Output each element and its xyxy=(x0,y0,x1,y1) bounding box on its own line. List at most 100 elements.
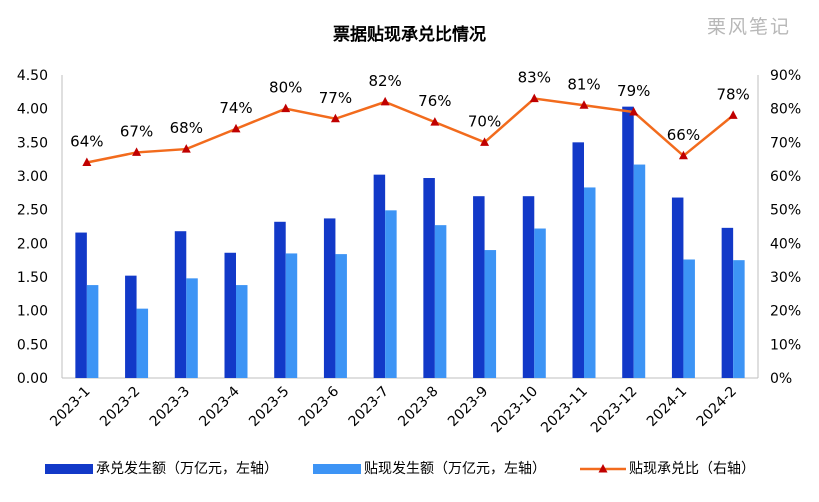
legend-label-issued: 承兑发生额（万亿元，左轴） xyxy=(96,461,278,477)
ratio-marker xyxy=(579,100,589,109)
y-left-tick-label: 0.50 xyxy=(17,337,48,353)
bar-discount xyxy=(136,308,149,378)
ratio-marker xyxy=(181,144,191,153)
y-left-tick-label: 4.50 xyxy=(17,68,48,84)
ratio-line xyxy=(86,97,734,164)
bar-discount xyxy=(683,259,695,378)
bar-issued xyxy=(75,232,87,378)
ratio-marker xyxy=(132,147,142,156)
x-tick-label: 2023-1 xyxy=(47,384,93,430)
ratio-marker xyxy=(380,96,390,106)
bar-discount xyxy=(484,250,497,378)
y-right-tick-label: 60% xyxy=(770,169,801,185)
bar-issued xyxy=(622,106,634,378)
bar-issued xyxy=(423,178,435,378)
bar-issued xyxy=(373,174,386,378)
ratio-marker xyxy=(231,123,241,133)
y-right-tick-label: 50% xyxy=(770,203,801,219)
ratio-data-label: 68% xyxy=(170,119,203,137)
ratio-marker xyxy=(529,93,539,103)
ratio-marker xyxy=(330,113,340,123)
bar-issued xyxy=(125,275,137,378)
x-tick-label: 2023-3 xyxy=(147,384,193,430)
watermark-logo: 栗风笔记 xyxy=(706,16,791,38)
x-tick-label: 2023-7 xyxy=(346,384,392,430)
ratio-data-label: 79% xyxy=(617,82,650,100)
bar-discount xyxy=(385,210,397,378)
y-right-tick-label: 30% xyxy=(770,270,801,286)
bar-discount xyxy=(285,253,298,378)
legend-swatch-ratio-marker xyxy=(598,464,608,473)
y-right-tick-label: 10% xyxy=(770,337,801,353)
ratio-data-label: 78% xyxy=(716,85,749,103)
y-left-tick-label: 2.50 xyxy=(17,203,48,219)
ratio-data-label: 74% xyxy=(219,99,252,117)
y-right-tick-label: 40% xyxy=(770,236,801,252)
x-tick-label: 2023-11 xyxy=(538,384,591,437)
y-right-tick-label: 70% xyxy=(770,135,801,151)
ratio-data-label: 76% xyxy=(418,92,451,110)
x-tick-label: 2024-1 xyxy=(644,384,690,430)
bar-discount xyxy=(633,164,646,378)
bar-issued xyxy=(274,221,286,378)
y-left-tick-label: 4.00 xyxy=(17,102,48,118)
ratio-data-label: 81% xyxy=(567,75,600,93)
ratio-marker xyxy=(678,150,688,160)
x-tick-label: 2023-2 xyxy=(97,384,143,430)
bar-issued xyxy=(473,196,485,378)
ratio-data-label: 67% xyxy=(120,122,153,140)
y-left-tick-label: 1.50 xyxy=(17,270,48,286)
ratio-data-label: 64% xyxy=(70,133,103,151)
bar-discount xyxy=(335,254,347,378)
ratio-data-label: 83% xyxy=(518,69,551,87)
bar-discount xyxy=(534,228,546,378)
ratio-data-label: 66% xyxy=(667,126,700,144)
x-tick-label: 2023-5 xyxy=(246,384,292,430)
ratio-marker xyxy=(82,157,92,167)
bar-issued xyxy=(671,197,684,378)
ratio-data-label: 80% xyxy=(269,79,302,97)
legend-label-ratio: 贴现承兑比（右轴） xyxy=(629,461,755,477)
legend-swatch-discount xyxy=(313,464,361,474)
bar-issued xyxy=(721,227,734,378)
chart-title: 票据贴现承兑比情况 xyxy=(333,25,486,45)
y-right-tick-label: 90% xyxy=(770,68,801,84)
bar-issued xyxy=(572,142,584,378)
bar-discount xyxy=(86,285,99,378)
y-left-tick-label: 2.00 xyxy=(17,236,48,252)
legend-label-discount: 贴现发生额（万亿元，左轴） xyxy=(364,461,546,477)
ratio-marker xyxy=(728,110,738,119)
bar-discount xyxy=(584,187,596,378)
bar-discount xyxy=(186,278,198,378)
legend-swatch-issued xyxy=(45,464,93,474)
ratio-marker xyxy=(629,107,639,116)
bar-discount xyxy=(434,225,447,378)
y-left-tick-label: 1.00 xyxy=(17,304,48,320)
ratio-data-label: 70% xyxy=(468,112,501,130)
x-tick-label: 2023-4 xyxy=(196,383,242,429)
y-right-tick-label: 80% xyxy=(770,102,801,118)
ratio-data-label: 82% xyxy=(368,72,401,90)
x-tick-label: 2023-6 xyxy=(296,383,342,429)
y-left-tick-label: 0.00 xyxy=(17,371,48,387)
bar-discount xyxy=(733,260,745,378)
y-right-tick-label: 20% xyxy=(770,304,801,320)
bar-issued xyxy=(522,196,535,378)
ratio-marker xyxy=(480,137,490,146)
x-tick-label: 2024-2 xyxy=(694,384,740,430)
bar-discount xyxy=(236,285,248,378)
ratio-marker xyxy=(430,117,440,126)
ratio-data-label: 77% xyxy=(319,89,352,107)
bar-issued xyxy=(323,218,336,378)
x-tick-label: 2023-8 xyxy=(395,384,441,430)
y-right-tick-label: 0% xyxy=(770,371,792,387)
x-tick-label: 2023-9 xyxy=(445,384,491,430)
y-left-tick-label: 3.00 xyxy=(17,169,48,185)
x-tick-label: 2023-10 xyxy=(488,384,541,437)
y-left-tick-label: 3.50 xyxy=(17,135,48,151)
x-tick-label: 2023-12 xyxy=(588,384,641,437)
bar-issued xyxy=(174,231,187,378)
bar-issued xyxy=(224,252,236,378)
ratio-marker xyxy=(281,103,291,113)
